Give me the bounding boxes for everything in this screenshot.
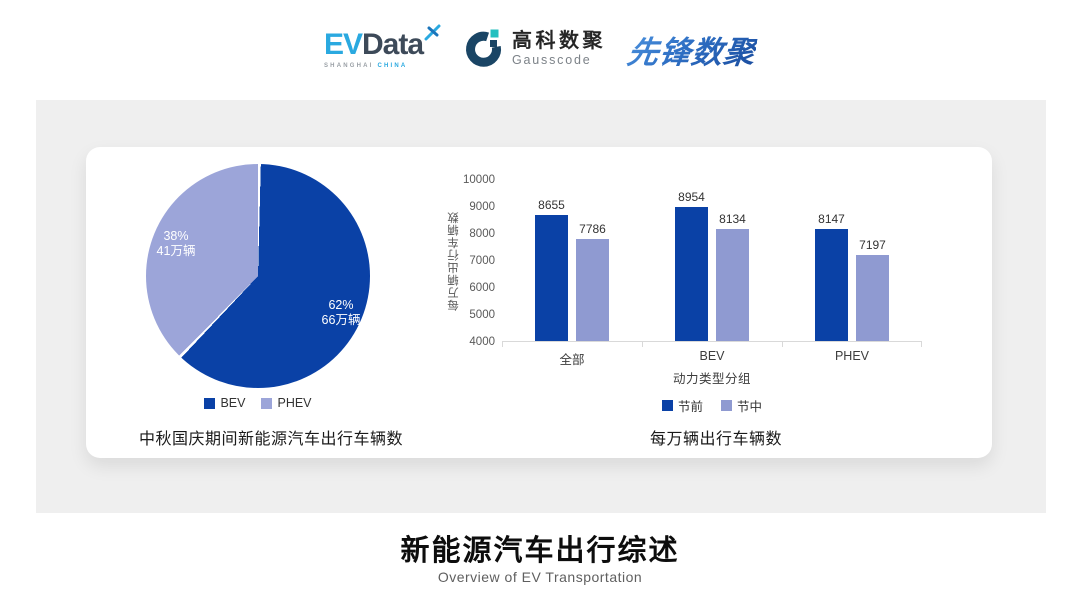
x-axis-label: 动力类型分组 xyxy=(672,372,751,386)
evdata-data-text: Data xyxy=(362,27,424,61)
y-tick-label: 4000 xyxy=(469,336,495,348)
chart-card: 38% 41万辆 62% 66万辆 BEV PHEV 中秋国庆期间新能源汽车出行车… xyxy=(86,147,992,458)
page-subtitle: Overview of EV Transportation xyxy=(437,569,643,585)
content-band: 38% 41万辆 62% 66万辆 BEV PHEV 中秋国庆期间新能源汽车出行车… xyxy=(36,100,1046,513)
y-tick-label: 9000 xyxy=(469,201,495,213)
bar xyxy=(815,229,848,341)
evdata-shanghai-text: SHANGHAI xyxy=(323,62,374,69)
axis-tick-mark xyxy=(642,342,643,347)
pie-slice-label-bev: 62% 66万辆 xyxy=(298,298,384,328)
page-title: 新能源汽车出行综述 xyxy=(400,535,680,567)
bar-value-label: 8134 xyxy=(719,212,746,227)
bar xyxy=(675,207,708,341)
bar xyxy=(716,229,749,341)
legend-item: 节前 xyxy=(661,396,703,415)
legend-swatch-icon xyxy=(261,397,273,409)
x-axis-categories: 全部 BEV PHEV xyxy=(502,349,922,368)
bar-value-label: 8655 xyxy=(538,198,565,213)
y-tick-label: 7000 xyxy=(469,255,495,267)
bar-group: 8954 8134 xyxy=(642,180,782,341)
bar xyxy=(535,215,568,341)
legend-swatch-icon xyxy=(661,400,673,411)
bar-wrap: 8134 xyxy=(716,212,749,341)
y-axis-ticks: 10000 9000 8000 7000 6000 5000 4000 xyxy=(453,174,495,348)
xianfeng-logo: 先锋数聚 xyxy=(625,27,759,72)
bar-wrap: 7197 xyxy=(856,238,889,341)
y-tick-label: 8000 xyxy=(469,228,495,240)
bar xyxy=(856,254,889,341)
legend-label: 节前 xyxy=(677,400,703,414)
evdata-subtext: SHANGHAI CHINA xyxy=(324,63,441,69)
y-tick-label: 5000 xyxy=(469,309,495,321)
x-category-label: PHEV xyxy=(834,349,870,363)
axis-tick-mark xyxy=(502,342,503,347)
bar-wrap: 8954 xyxy=(675,190,708,341)
bar-chart-title: 每万辆出行车辆数 xyxy=(649,431,782,448)
pie-legend: BEV PHEV xyxy=(86,396,430,410)
evdata-wordmark: EV Data xyxy=(323,24,441,61)
pie-chart xyxy=(146,164,370,388)
legend-swatch-icon xyxy=(204,397,216,409)
gausscode-logo: 高科数聚 Gausscode xyxy=(463,27,606,72)
x-category-label: BEV xyxy=(699,349,725,363)
y-tick-label: 10000 xyxy=(463,174,495,186)
axis-tick-mark xyxy=(782,342,783,347)
axis-tick-mark xyxy=(921,342,922,347)
legend-item: BEV xyxy=(204,396,245,410)
bar-value-label: 7197 xyxy=(859,237,886,252)
evdata-china-text: CHINA xyxy=(377,62,408,69)
gausscode-text: 高科数聚 Gausscode xyxy=(512,31,606,67)
pie-slice-label-phev: 38% 41万辆 xyxy=(133,229,219,259)
gausscode-g-icon xyxy=(463,27,503,72)
bar-group: 8147 7197 xyxy=(782,180,922,341)
legend-label: 节中 xyxy=(737,400,763,414)
bar-wrap: 8655 xyxy=(535,198,568,341)
pie-chart-title: 中秋国庆期间新能源汽车出行车辆数 xyxy=(138,431,403,448)
bev-value-label: 66万辆 xyxy=(321,313,361,327)
bar-group: 8655 7786 xyxy=(502,180,642,341)
legend-swatch-icon xyxy=(721,400,732,411)
legend-item: PHEV xyxy=(261,396,312,410)
x-category-label: 全部 xyxy=(559,353,585,367)
legend-item: 节中 xyxy=(721,396,762,415)
gausscode-en-text: Gausscode xyxy=(512,53,592,68)
legend-label: BEV xyxy=(220,396,246,410)
bar-value-label: 8147 xyxy=(818,212,845,227)
bar-value-label: 8954 xyxy=(678,190,705,205)
bar-plot: 8655 7786 8954 8134 8147 7197 xyxy=(502,180,922,347)
evdata-ev-text: EV xyxy=(323,27,363,61)
bar-value-label: 7786 xyxy=(579,221,606,236)
header-logos: EV Data SHANGHAI CHINA xyxy=(0,16,1080,82)
phev-percent-label: 38% xyxy=(163,229,189,243)
phev-value-label: 41万辆 xyxy=(156,244,196,258)
bar xyxy=(576,238,609,341)
gausscode-cn-text: 高科数聚 xyxy=(512,30,607,53)
bev-percent-label: 62% xyxy=(328,298,354,312)
y-tick-label: 6000 xyxy=(469,282,495,294)
evdata-star-icon xyxy=(424,24,442,46)
legend-label: PHEV xyxy=(277,396,312,410)
bar-legend: 节前 节中 xyxy=(502,396,922,415)
evdata-logo: EV Data SHANGHAI CHINA xyxy=(323,24,441,69)
bar-wrap: 7786 xyxy=(576,222,609,341)
bar-wrap: 8147 xyxy=(815,212,848,341)
